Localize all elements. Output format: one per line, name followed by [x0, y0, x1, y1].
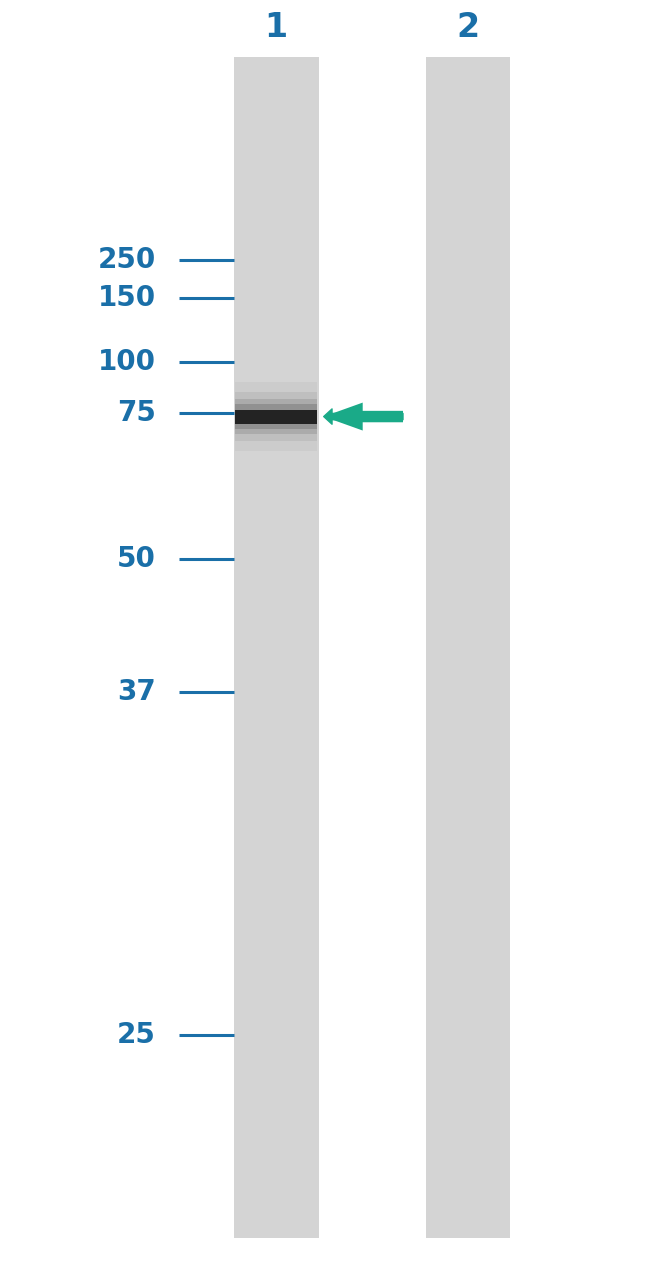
Text: 250: 250 — [98, 246, 156, 274]
Text: 150: 150 — [98, 284, 156, 312]
FancyArrow shape — [324, 403, 403, 431]
Text: 50: 50 — [117, 545, 156, 573]
Bar — [235, 409, 317, 424]
Bar — [235, 392, 317, 441]
Bar — [235, 404, 317, 429]
Bar — [234, 57, 318, 1238]
Text: 25: 25 — [117, 1021, 156, 1049]
Bar — [426, 57, 510, 1238]
Text: 75: 75 — [117, 399, 156, 427]
Text: 2: 2 — [456, 11, 480, 44]
Text: 37: 37 — [117, 678, 156, 706]
Bar — [235, 381, 317, 452]
Text: 1: 1 — [265, 11, 288, 44]
Text: 100: 100 — [98, 348, 156, 376]
Bar — [235, 399, 317, 434]
